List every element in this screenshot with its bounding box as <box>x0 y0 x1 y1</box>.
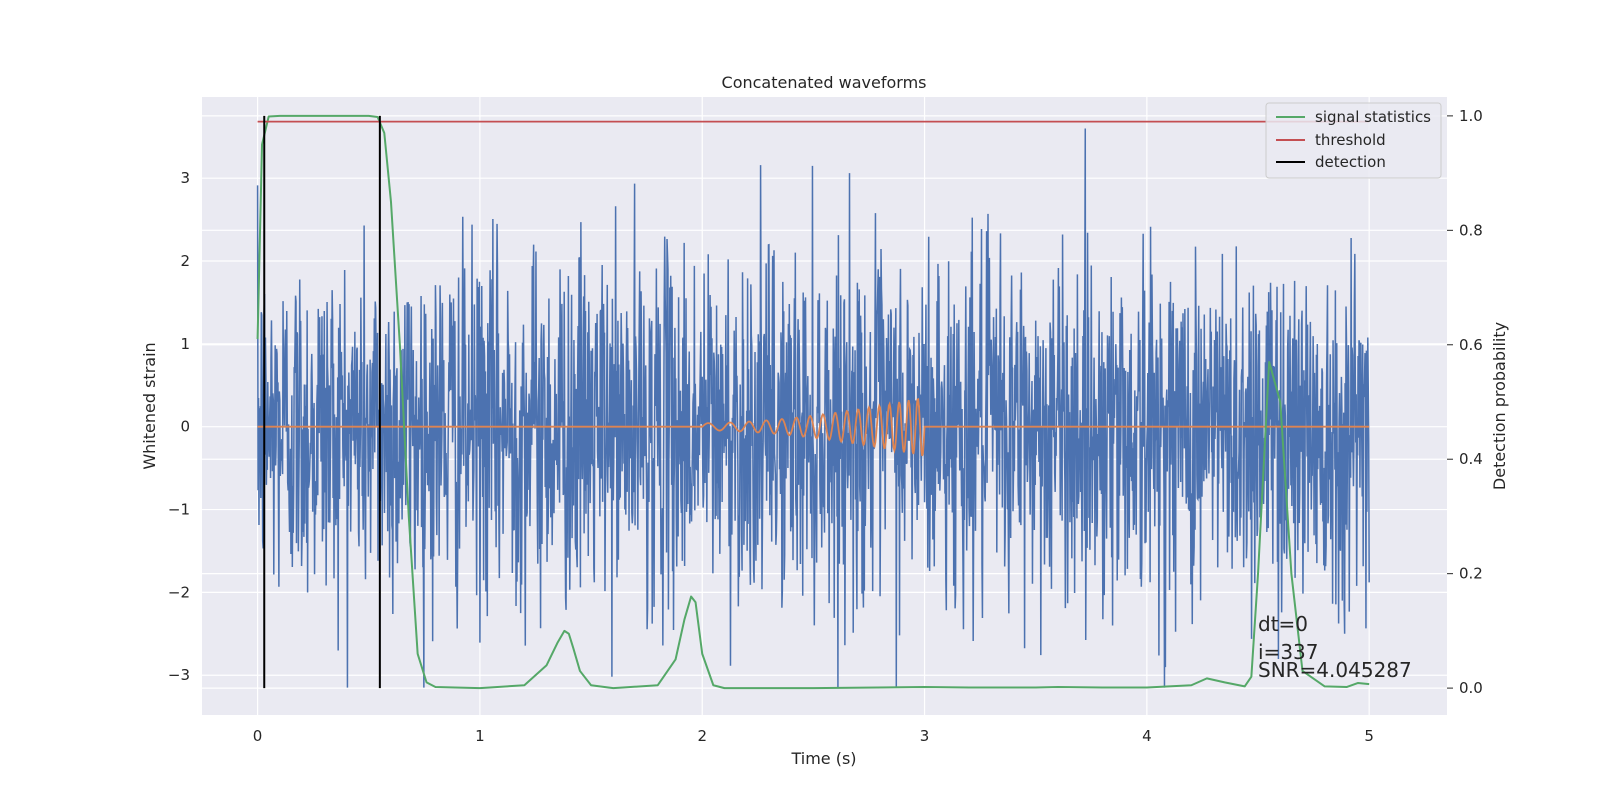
y2-tick-label: 1.0 <box>1459 107 1483 125</box>
x-axis-label: Time (s) <box>790 749 856 768</box>
x-tick-label: 4 <box>1142 727 1152 745</box>
annotation: dt=0 i=337 SNR=4.045287 <box>1258 612 1412 682</box>
y-tick-label: 0 <box>180 418 190 436</box>
y-tick-label: 1 <box>180 335 190 353</box>
annotation-i: i=337 <box>1258 640 1319 664</box>
y-tick-label: 3 <box>180 169 190 187</box>
legend-box <box>1265 102 1442 179</box>
chart-title: Concatenated waveforms <box>722 73 927 92</box>
series-noise-line <box>256 128 1370 688</box>
y-tick-label: −3 <box>168 666 190 684</box>
series-signal-statistics-line <box>256 114 1370 690</box>
y2-tick-label: 0.2 <box>1459 565 1483 583</box>
y-tick-label: −1 <box>168 501 190 519</box>
legend-label-signal-statistics: signal statistics <box>1315 108 1431 126</box>
legend-label-threshold: threshold <box>1315 131 1386 149</box>
annotation-snr: SNR=4.045287 <box>1258 658 1412 682</box>
y2-tick-label: 0.0 <box>1459 679 1483 697</box>
y-tick-label: −2 <box>168 583 190 601</box>
x-tick-label: 1 <box>475 727 485 745</box>
series-layer <box>256 114 1370 690</box>
x-tick-label: 5 <box>1364 727 1374 745</box>
annotation-dt: dt=0 <box>1258 612 1308 636</box>
series-chirp-line <box>257 397 1370 457</box>
legend: signal statistics threshold detection <box>1265 102 1442 179</box>
x-tick-label: 2 <box>697 727 707 745</box>
y2-tick-label: 0.6 <box>1459 336 1483 354</box>
y2-axis-label: Detection probability <box>1490 322 1509 490</box>
ticks: 0 1 2 3 4 5 −3 −2 −1 0 1 2 3 0.0 0.2 0.4 0.6 0.8 1.0 <box>168 107 1483 745</box>
y-tick-label: 2 <box>180 252 190 270</box>
y2-tick-label: 0.4 <box>1459 450 1483 468</box>
y-axis-label: Whitened strain <box>140 342 159 469</box>
y2-tick-label: 0.8 <box>1459 221 1483 239</box>
legend-label-detection: detection <box>1315 153 1386 171</box>
x-tick-label: 3 <box>920 727 930 745</box>
x-tick-label: 0 <box>253 727 263 745</box>
